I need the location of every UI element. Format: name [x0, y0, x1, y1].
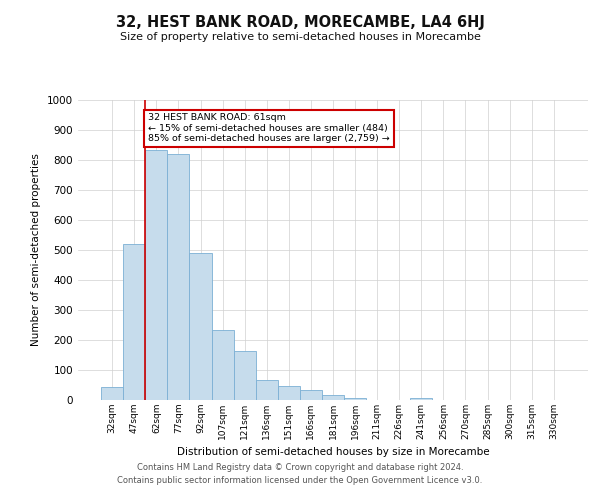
Bar	[190, 253, 212, 400]
Bar	[322, 394, 344, 400]
Bar	[300, 390, 322, 400]
Bar	[233, 352, 256, 400]
Y-axis label: Number of semi-detached properties: Number of semi-detached properties	[31, 154, 41, 346]
Text: Contains HM Land Registry data © Crown copyright and database right 2024.
Contai: Contains HM Land Registry data © Crown c…	[118, 464, 482, 485]
Text: 32, HEST BANK ROAD, MORECAMBE, LA4 6HJ: 32, HEST BANK ROAD, MORECAMBE, LA4 6HJ	[116, 15, 484, 30]
Bar	[123, 244, 145, 400]
Bar	[256, 380, 278, 400]
Bar	[167, 154, 190, 400]
Bar	[410, 398, 433, 400]
Bar	[212, 330, 233, 400]
Bar	[344, 398, 366, 400]
Text: 32 HEST BANK ROAD: 61sqm
← 15% of semi-detached houses are smaller (484)
85% of : 32 HEST BANK ROAD: 61sqm ← 15% of semi-d…	[148, 114, 390, 144]
Text: Size of property relative to semi-detached houses in Morecambe: Size of property relative to semi-detach…	[119, 32, 481, 42]
Bar	[101, 386, 123, 400]
Bar	[278, 386, 300, 400]
Bar	[145, 150, 167, 400]
X-axis label: Distribution of semi-detached houses by size in Morecambe: Distribution of semi-detached houses by …	[176, 448, 490, 458]
